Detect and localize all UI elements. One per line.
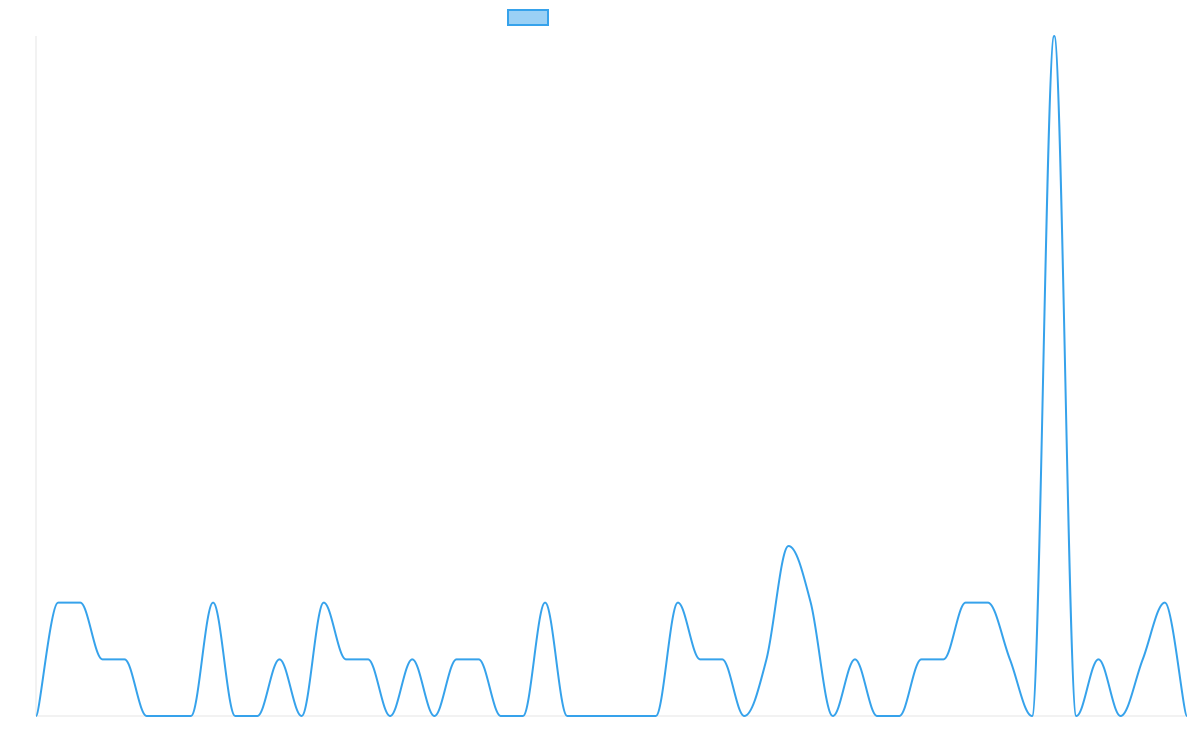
data-point[interactable]	[1007, 656, 1013, 662]
data-point[interactable]	[454, 656, 460, 662]
data-point[interactable]	[99, 656, 105, 662]
data-point[interactable]	[1140, 656, 1146, 662]
data-point[interactable]	[188, 713, 194, 719]
data-point[interactable]	[542, 600, 548, 606]
data-point[interactable]	[254, 713, 260, 719]
data-point[interactable]	[874, 713, 880, 719]
data-point[interactable]	[33, 713, 39, 719]
data-point[interactable]	[852, 656, 858, 662]
data-point[interactable]	[830, 713, 836, 719]
data-point[interactable]	[321, 600, 327, 606]
data-point[interactable]	[808, 600, 814, 606]
data-point[interactable]	[122, 656, 128, 662]
data-point[interactable]	[1051, 33, 1057, 39]
data-point[interactable]	[1162, 600, 1168, 606]
data-point[interactable]	[896, 713, 902, 719]
data-point[interactable]	[520, 713, 526, 719]
legend[interactable]	[507, 9, 549, 26]
data-point[interactable]	[1184, 713, 1190, 719]
data-point[interactable]	[476, 656, 482, 662]
data-point[interactable]	[431, 713, 437, 719]
data-point[interactable]	[409, 656, 415, 662]
data-point[interactable]	[498, 713, 504, 719]
data-point[interactable]	[232, 713, 238, 719]
data-point[interactable]	[1095, 656, 1101, 662]
data-point[interactable]	[1029, 713, 1035, 719]
data-point[interactable]	[763, 656, 769, 662]
data-point[interactable]	[586, 713, 592, 719]
data-point[interactable]	[299, 713, 305, 719]
data-point[interactable]	[609, 713, 615, 719]
data-point[interactable]	[985, 600, 991, 606]
data-point[interactable]	[941, 656, 947, 662]
data-point[interactable]	[1118, 713, 1124, 719]
data-point[interactable]	[210, 600, 216, 606]
data-point[interactable]	[918, 656, 924, 662]
series-layer	[33, 33, 1190, 719]
data-point[interactable]	[166, 713, 172, 719]
series-line	[35, 35, 1188, 717]
data-point[interactable]	[653, 713, 659, 719]
data-point[interactable]	[276, 656, 282, 662]
data-point[interactable]	[343, 656, 349, 662]
data-point[interactable]	[631, 713, 637, 719]
data-point[interactable]	[963, 600, 969, 606]
data-point[interactable]	[675, 600, 681, 606]
data-point[interactable]	[564, 713, 570, 719]
legend-swatch[interactable]	[507, 9, 549, 26]
data-point[interactable]	[786, 543, 792, 549]
data-point[interactable]	[77, 600, 83, 606]
data-point[interactable]	[1073, 713, 1079, 719]
data-point[interactable]	[55, 600, 61, 606]
data-point[interactable]	[719, 656, 725, 662]
data-point[interactable]	[365, 656, 371, 662]
data-point[interactable]	[697, 656, 703, 662]
data-point[interactable]	[144, 713, 150, 719]
data-point[interactable]	[387, 713, 393, 719]
data-point[interactable]	[741, 713, 747, 719]
